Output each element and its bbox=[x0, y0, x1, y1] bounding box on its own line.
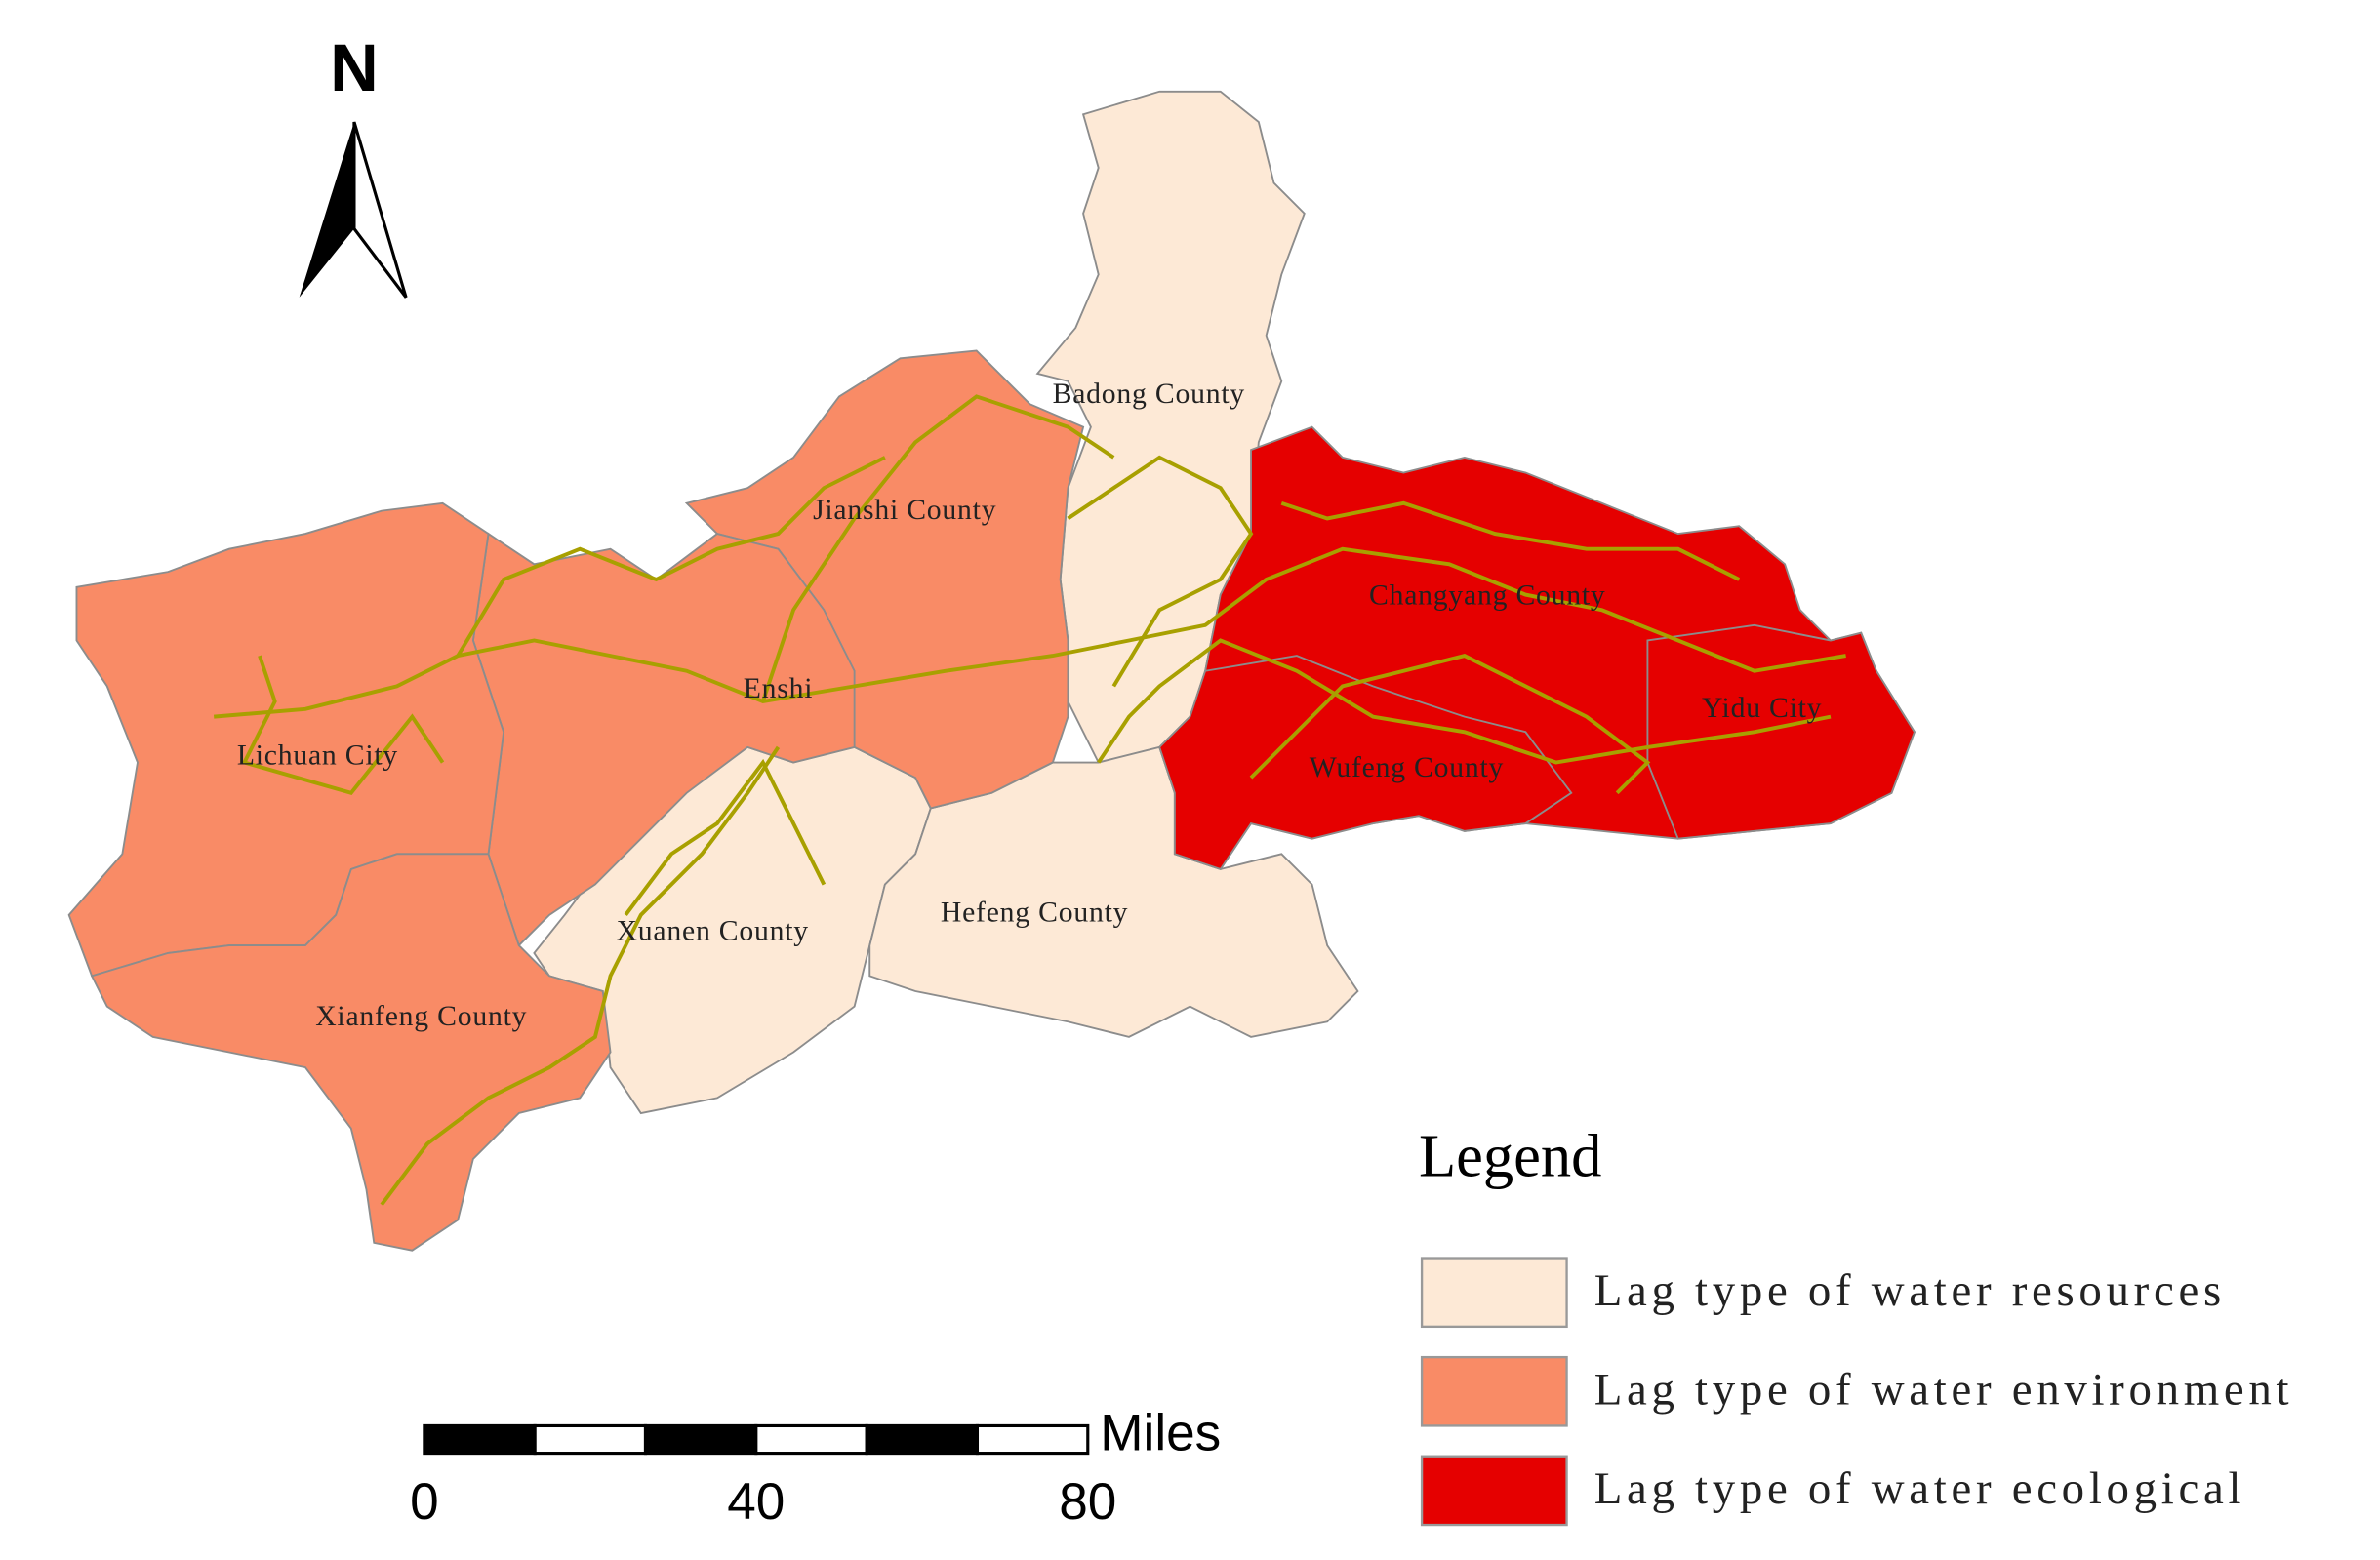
legend-title: Legend bbox=[1419, 1121, 1601, 1189]
river bbox=[213, 546, 1846, 719]
river bbox=[241, 655, 445, 796]
region-label: Hefeng County bbox=[941, 898, 1128, 929]
region-label: Yidu City bbox=[1702, 693, 1822, 724]
region bbox=[684, 349, 1085, 810]
scale-tick-label: 0 bbox=[410, 1473, 439, 1531]
river bbox=[1280, 500, 1741, 581]
region-label: Xuanen County bbox=[617, 915, 809, 946]
region-label: Changyang County bbox=[1369, 580, 1606, 612]
scale-segment bbox=[865, 1423, 980, 1456]
scale-segment bbox=[643, 1423, 758, 1456]
rivers bbox=[213, 394, 1846, 1206]
legend-label: Lag type of water resources bbox=[1594, 1265, 2226, 1316]
regions bbox=[67, 90, 1916, 1252]
region bbox=[90, 853, 612, 1252]
river bbox=[1067, 455, 1254, 688]
region bbox=[1646, 623, 1916, 840]
region-labels: Badong County Xuanen County Hefeng County J… bbox=[237, 379, 1822, 1032]
river bbox=[380, 745, 781, 1206]
legend-swatch bbox=[1420, 1355, 1568, 1427]
river bbox=[456, 456, 886, 658]
region-label: Badong County bbox=[1053, 379, 1245, 410]
scale-tick-label: 40 bbox=[727, 1473, 785, 1531]
region-label: Lichuan City bbox=[237, 740, 398, 772]
legend-swatch bbox=[1420, 1257, 1568, 1329]
region-label: Wufeng County bbox=[1310, 752, 1504, 783]
legend-label: Lag type of water ecological bbox=[1594, 1463, 2245, 1514]
region bbox=[868, 745, 1359, 1038]
region-label: Jianshi County bbox=[813, 495, 996, 526]
scale-tick-label: 80 bbox=[1059, 1473, 1116, 1531]
legend: Lag type of water resources Lag type of w… bbox=[1420, 1257, 2294, 1527]
river bbox=[760, 394, 1115, 702]
scale-bar: 0 40 80 Miles bbox=[410, 1404, 1221, 1530]
scale-segment bbox=[754, 1423, 868, 1456]
region bbox=[1158, 655, 1573, 871]
north-label: N bbox=[330, 30, 379, 105]
legend-swatch bbox=[1420, 1455, 1568, 1527]
region-label: Enshi bbox=[744, 673, 814, 704]
legend-label: Lag type of water environment bbox=[1594, 1364, 2294, 1415]
river bbox=[624, 758, 827, 917]
scale-unit: Miles bbox=[1100, 1404, 1221, 1461]
river bbox=[1249, 654, 1651, 795]
scale-segment bbox=[533, 1423, 648, 1456]
scale-segment bbox=[423, 1423, 537, 1456]
north-arrow-left bbox=[299, 122, 354, 298]
river bbox=[1097, 638, 1832, 765]
region-label: Xianfeng County bbox=[315, 1001, 527, 1032]
scale-segment bbox=[975, 1423, 1090, 1456]
north-arrow-right bbox=[352, 121, 408, 299]
